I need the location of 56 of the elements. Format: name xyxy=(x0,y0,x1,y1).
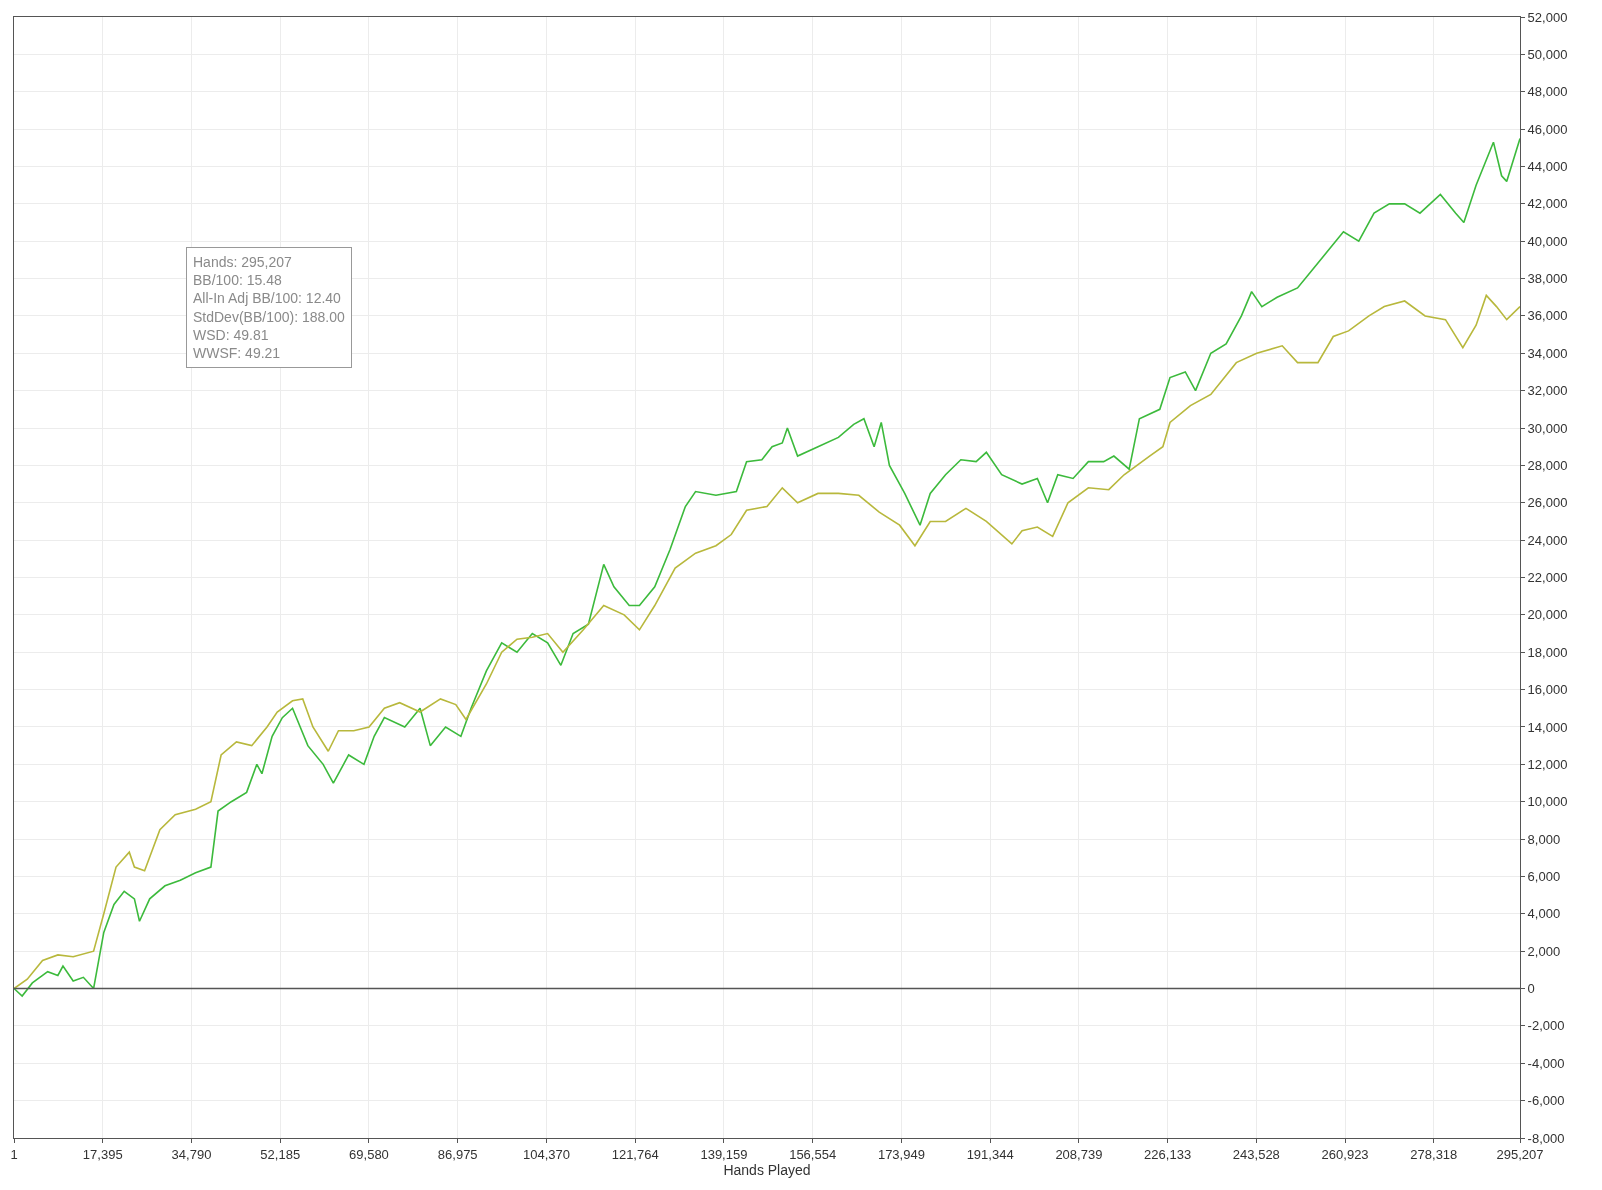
y-tick-label: 36,000 xyxy=(1527,308,1568,324)
y-tick-label: 22,000 xyxy=(1527,570,1568,586)
annotation: Hands: 295,207 xyxy=(193,254,293,270)
y-tick-label: 48,000 xyxy=(1527,84,1568,100)
y-tick-label: 52,000 xyxy=(1527,9,1568,25)
y-tick-label: 26,000 xyxy=(1527,495,1568,511)
x-tick-label: 226,133 xyxy=(1144,1146,1192,1162)
y-tick-label: 16,000 xyxy=(1527,682,1568,698)
y-tick-label: 28,000 xyxy=(1527,457,1568,473)
x-tick-label: 156,554 xyxy=(789,1146,837,1162)
y-tick-label: 40,000 xyxy=(1527,233,1568,249)
annotation: All-In Adj BB/100: 12.40 xyxy=(193,290,342,307)
x-tick-label: 295,207 xyxy=(1496,1146,1544,1162)
annotation: StdDev(BB/100): 188.00 xyxy=(193,308,345,325)
y-tick-label: -2,000 xyxy=(1527,1018,1565,1034)
x-tick-label: 121,764 xyxy=(611,1146,659,1162)
y-tick-label: -8,000 xyxy=(1527,1130,1565,1146)
y-tick-label: 38,000 xyxy=(1527,271,1568,287)
x-tick-label: 208,739 xyxy=(1055,1146,1103,1162)
x-tick-label: 139,159 xyxy=(700,1146,748,1162)
y-tick-label: 20,000 xyxy=(1527,607,1568,623)
x-tick-label: 69,580 xyxy=(349,1146,389,1162)
y-tick-label: 6,000 xyxy=(1527,868,1561,884)
x-tick-label: 278,318 xyxy=(1410,1146,1458,1162)
y-tick-label: 14,000 xyxy=(1527,719,1568,735)
x-tick-label: 260,923 xyxy=(1321,1146,1369,1162)
y-tick-label: 12,000 xyxy=(1527,756,1568,772)
y-tick-label: 10,000 xyxy=(1527,794,1568,810)
y-tick-label: 50,000 xyxy=(1527,46,1568,62)
x-tick-label: 104,370 xyxy=(522,1146,570,1162)
y-tick-label: 4,000 xyxy=(1527,906,1561,922)
x-tick-label: 1 xyxy=(10,1146,18,1162)
x-tick-label: 34,790 xyxy=(171,1146,212,1162)
y-tick-label: 42,000 xyxy=(1527,196,1568,212)
x-tick-label: 52,185 xyxy=(260,1146,301,1162)
annotation: WSD: 49.81 xyxy=(193,326,269,343)
y-tick-label: 2,000 xyxy=(1527,943,1561,959)
x-tick-label: 86,975 xyxy=(437,1146,478,1162)
y-tick-label: 34,000 xyxy=(1527,345,1568,361)
y-tick-label: 44,000 xyxy=(1527,159,1568,175)
x-tick-label: 191,344 xyxy=(966,1146,1014,1162)
y-tick-label: 18,000 xyxy=(1527,644,1568,660)
y-tick-label: 46,000 xyxy=(1527,121,1568,137)
y-tick-label: 32,000 xyxy=(1527,383,1568,399)
x-axis-title: Hands Played xyxy=(723,1161,811,1178)
x-tick-label: 17,395 xyxy=(82,1146,123,1162)
x-tick-label: 173,949 xyxy=(877,1146,925,1162)
y-tick-label: -6,000 xyxy=(1527,1093,1565,1109)
y-tick-label: 8,000 xyxy=(1527,831,1561,847)
y-tick-label: -4,000 xyxy=(1527,1055,1565,1071)
y-tick-label: 30,000 xyxy=(1527,420,1568,436)
x-tick-label: 243,528 xyxy=(1232,1146,1280,1162)
annotation: WWSF: 49.21 xyxy=(193,345,281,361)
annotation: BB/100: 15.48 xyxy=(193,272,282,289)
y-tick-label: 24,000 xyxy=(1527,532,1568,548)
y-tick-label: 0 xyxy=(1527,981,1535,997)
